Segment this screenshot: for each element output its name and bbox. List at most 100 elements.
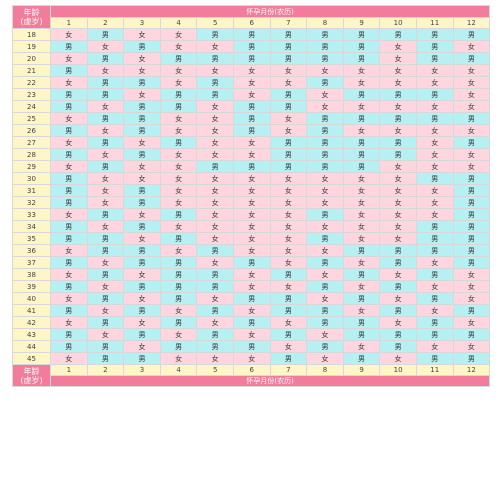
footer-month-5: 5 [196,364,234,376]
table-row: 20 女男女男男男男男男女男男 [12,52,491,65]
girl-cell: 女 [50,52,88,65]
boy-cell: 男 [123,280,161,293]
age-label: 43 [12,328,51,341]
boy-cell: 男 [50,196,88,209]
boy-cell: 男 [415,352,454,365]
girl-cell: 女 [50,28,88,41]
girl-cell: 女 [232,88,271,101]
girl-cell: 女 [232,184,271,197]
girl-cell: 女 [342,124,381,137]
girl-cell: 女 [232,196,271,209]
boy-cell: 男 [452,28,491,41]
girl-cell: 女 [86,256,125,269]
table-row: 34 男女男女女女女女女女男男 [12,220,491,233]
girl-cell: 女 [306,352,344,365]
boy-cell: 男 [306,304,344,317]
girl-cell: 女 [379,316,417,329]
boy-cell: 男 [159,268,198,281]
girl-cell: 女 [415,160,454,173]
boy-cell: 男 [232,340,271,353]
girl-cell: 女 [123,232,161,245]
girl-cell: 女 [269,244,308,257]
boy-cell: 男 [196,244,234,257]
age-label: 29 [12,160,51,173]
footer-month-1: 1 [50,364,88,376]
girl-cell: 女 [159,28,198,41]
boy-cell: 男 [86,28,125,41]
header-month-9: 9 [342,17,381,29]
boy-cell: 男 [306,136,344,149]
boy-cell: 男 [306,52,344,65]
girl-cell: 女 [306,196,344,209]
girl-cell: 女 [342,208,381,221]
boy-cell: 男 [232,124,271,137]
table-row: 41 男女男女男女男男女男女男 [12,304,491,317]
boy-cell: 男 [306,148,344,161]
table-row: 30 男女女女女女女女女女男男 [12,172,491,185]
boy-cell: 男 [415,268,454,281]
boy-cell: 男 [86,292,125,305]
boy-cell: 男 [159,208,198,221]
table-row: 40 女男女男女男男女男女男女 [12,292,491,305]
header-month-12: 12 [452,17,491,29]
boy-cell: 男 [306,112,344,125]
girl-cell: 女 [196,196,234,209]
boy-cell: 男 [269,100,308,113]
girl-cell: 女 [379,220,417,233]
boy-cell: 男 [415,292,454,305]
boy-cell: 男 [269,52,308,65]
boy-cell: 男 [50,100,88,113]
footer-month-7: 7 [269,364,308,376]
girl-cell: 女 [159,64,198,77]
girl-cell: 女 [379,196,417,209]
girl-cell: 女 [123,208,161,221]
boy-cell: 男 [342,244,381,257]
boy-cell: 男 [379,280,417,293]
boy-cell: 男 [379,148,417,161]
boy-cell: 男 [123,148,161,161]
boy-cell: 男 [415,328,454,341]
girl-cell: 女 [452,40,491,53]
girl-cell: 女 [269,220,308,233]
month-footer-row: 年龄 (虚岁) 1 2 3 4 5 6 7 8 9 10 11 12 [12,364,491,387]
girl-cell: 女 [269,340,308,353]
boy-cell: 男 [123,124,161,137]
boy-cell: 男 [415,52,454,65]
boy-cell: 男 [86,208,125,221]
boy-cell: 男 [269,40,308,53]
girl-cell: 女 [306,220,344,233]
girl-cell: 女 [379,172,417,185]
footer-corner-age-text: 年龄 (虚岁) [20,366,43,385]
girl-cell: 女 [232,304,271,317]
girl-cell: 女 [50,292,88,305]
girl-cell: 女 [123,172,161,185]
girl-cell: 女 [269,124,308,137]
boy-cell: 男 [123,76,161,89]
girl-cell: 女 [379,52,417,65]
age-label: 21 [12,64,51,77]
boy-cell: 男 [415,220,454,233]
boy-cell: 男 [50,328,88,341]
age-label: 23 [12,88,51,101]
boy-cell: 男 [159,292,198,305]
girl-cell: 女 [232,136,271,149]
boy-cell: 男 [269,328,308,341]
boy-cell: 男 [86,340,125,353]
girl-cell: 女 [196,316,234,329]
boy-cell: 男 [232,316,271,329]
header-month-8: 8 [306,17,344,29]
header-month-11: 11 [415,17,454,29]
girl-cell: 女 [452,88,491,101]
girl-cell: 女 [196,352,234,365]
girl-cell: 女 [379,268,417,281]
boy-cell: 男 [50,124,88,137]
girl-cell: 女 [306,100,344,113]
girl-cell: 女 [196,100,234,113]
girl-cell: 女 [232,280,271,293]
girl-cell: 女 [50,208,88,221]
boy-cell: 男 [342,88,381,101]
girl-cell: 女 [123,340,161,353]
girl-cell: 女 [86,220,125,233]
girl-cell: 女 [415,196,454,209]
girl-cell: 女 [232,220,271,233]
